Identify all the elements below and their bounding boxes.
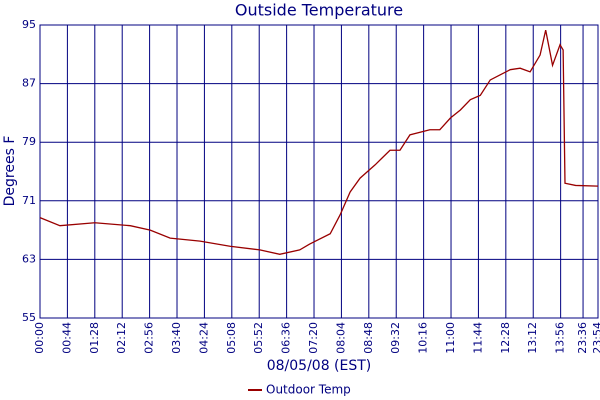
x-tick-label: 04:24 bbox=[197, 322, 210, 354]
x-tick-label: 08:48 bbox=[362, 322, 375, 354]
x-tick-label: 05:52 bbox=[252, 322, 265, 354]
chart-title: Outside Temperature bbox=[235, 1, 403, 20]
x-tick-label: 00:44 bbox=[60, 322, 73, 354]
x-tick-label: 13:12 bbox=[526, 322, 539, 354]
x-tick-label: 06:36 bbox=[280, 322, 293, 354]
x-tick-label: 07:20 bbox=[307, 322, 320, 354]
x-tick-label: 12:28 bbox=[499, 322, 512, 354]
x-tick-label: 11:00 bbox=[444, 322, 457, 354]
x-tick-label: 10:16 bbox=[417, 322, 430, 354]
x-tick-label: 05:08 bbox=[225, 322, 238, 354]
legend-label: Outdoor Temp bbox=[266, 383, 351, 397]
y-tick-label: 71 bbox=[22, 194, 36, 207]
x-tick-label: 08:04 bbox=[334, 322, 347, 354]
x-tick-label: 23:54 bbox=[591, 322, 600, 354]
x-tick-label: 00:00 bbox=[33, 322, 46, 354]
y-tick-label: 63 bbox=[22, 252, 36, 265]
plot-area bbox=[39, 24, 599, 319]
y-tick-label: 55 bbox=[22, 311, 36, 324]
x-tick-label: 03:40 bbox=[170, 322, 183, 354]
x-tick-label: 02:12 bbox=[115, 322, 128, 354]
y-tick-label: 95 bbox=[22, 18, 36, 31]
x-axis-label: 08/05/08 (EST) bbox=[267, 358, 372, 374]
y-tick-label: 79 bbox=[22, 135, 36, 148]
y-axis-label: Degrees F bbox=[2, 136, 18, 207]
x-tick-label: 02:56 bbox=[143, 322, 156, 354]
x-tick-label: 11:44 bbox=[471, 322, 484, 354]
y-tick-label: 87 bbox=[22, 77, 36, 90]
x-tick-label: 13:56 bbox=[554, 322, 567, 354]
x-tick-label: 09:32 bbox=[389, 322, 402, 354]
x-tick-label: 01:28 bbox=[88, 322, 101, 354]
x-tick-label: 23:36 bbox=[576, 322, 589, 354]
data-line bbox=[39, 29, 599, 255]
